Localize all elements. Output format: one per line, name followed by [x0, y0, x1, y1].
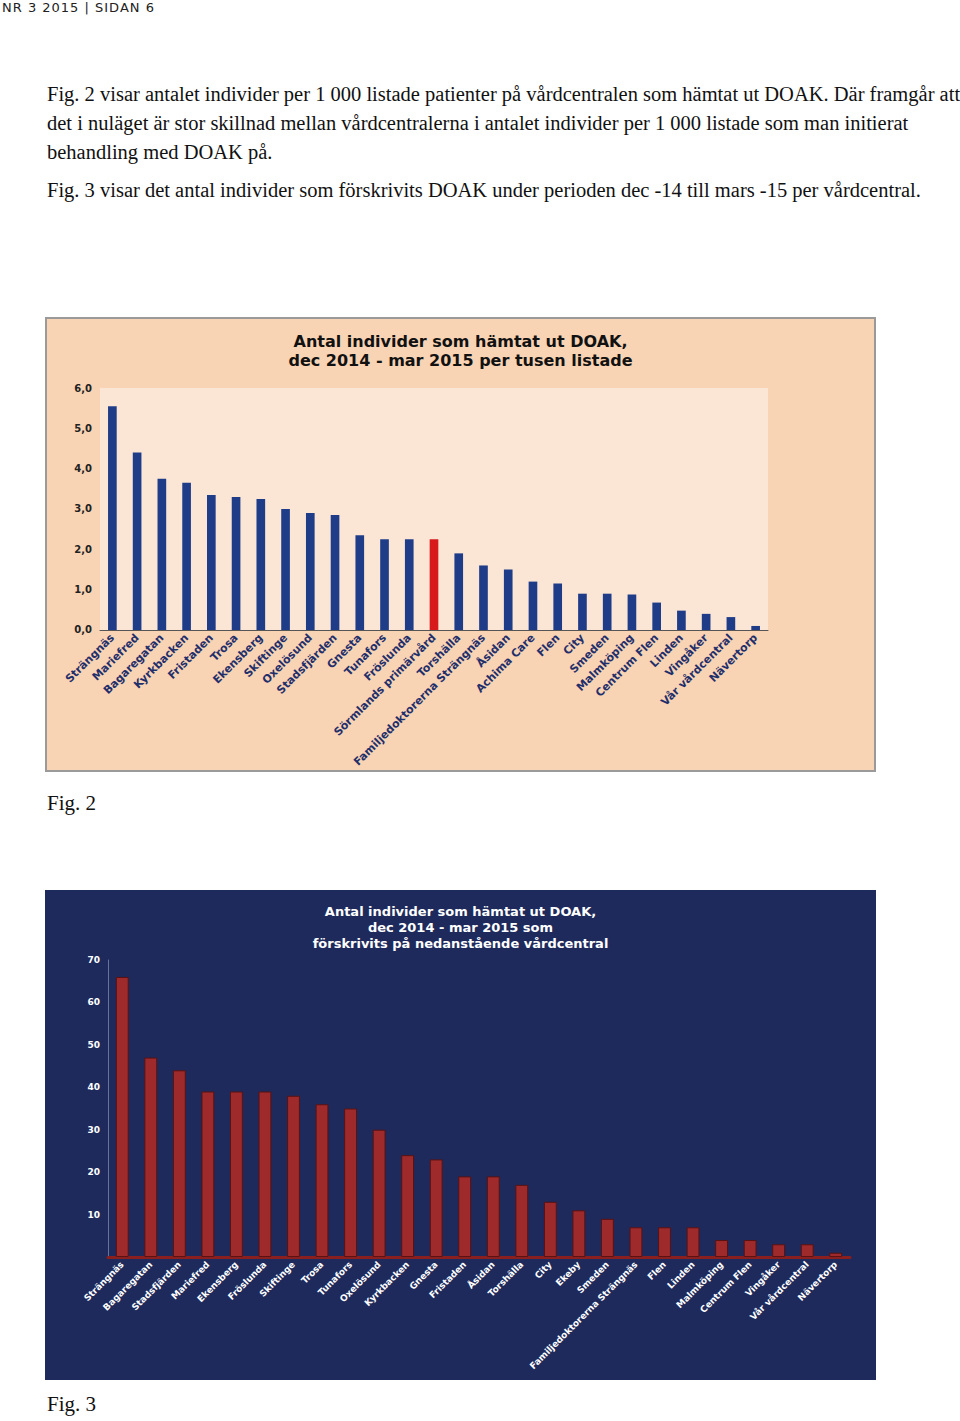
svg-text:Tunafors: Tunafors	[316, 1259, 355, 1298]
svg-text:Skiftinge: Skiftinge	[241, 631, 291, 681]
svg-text:4,0: 4,0	[74, 463, 92, 474]
svg-text:Fristaden: Fristaden	[165, 631, 216, 682]
svg-text:Smeden: Smeden	[575, 1259, 611, 1296]
svg-text:Åsidan: Åsidan	[474, 631, 513, 671]
svg-text:30: 30	[87, 1125, 100, 1135]
svg-text:Trosa: Trosa	[208, 631, 241, 665]
svg-text:Vår vårdcentral: Vår vårdcentral	[748, 1259, 811, 1323]
svg-text:Strängnäs: Strängnäs	[82, 1259, 126, 1304]
svg-text:5,0: 5,0	[74, 423, 92, 434]
svg-text:Kyrkbacken: Kyrkbacken	[131, 631, 192, 692]
svg-text:Vingåker: Vingåker	[662, 631, 711, 680]
svg-text:Oxelösund: Oxelösund	[337, 1259, 383, 1305]
svg-text:2,0: 2,0	[74, 544, 92, 555]
svg-text:6,0: 6,0	[74, 383, 92, 394]
svg-text:Bagaregatan: Bagaregatan	[100, 631, 167, 697]
svg-text:Stadsfjärden: Stadsfjärden	[130, 1259, 183, 1312]
svg-text:Torshälla: Torshälla	[414, 631, 464, 680]
svg-text:Nävertorp: Nävertorp	[707, 631, 761, 685]
svg-text:Ekensberg: Ekensberg	[210, 631, 266, 687]
svg-text:Ekeby: Ekeby	[554, 1259, 583, 1288]
svg-text:Smeden: Smeden	[567, 631, 612, 676]
svg-text:Strängnäs: Strängnäs	[62, 631, 117, 686]
svg-text:Skiftinge: Skiftinge	[258, 1259, 297, 1298]
svg-text:Trosa: Trosa	[299, 1259, 325, 1285]
svg-text:dec 2014 - mar 2015 som: dec 2014 - mar 2015 som	[368, 920, 553, 935]
svg-text:Fröslunda: Fröslunda	[361, 631, 414, 684]
svg-text:Sörmlands primärvård: Sörmlands primärvård	[331, 631, 438, 738]
svg-text:Bagaregatan: Bagaregatan	[101, 1259, 154, 1312]
svg-text:Vingåker: Vingåker	[743, 1259, 783, 1299]
svg-text:Stadsfjärden: Stadsfjärden	[274, 631, 340, 697]
svg-text:Åsidan: Åsidan	[465, 1259, 497, 1291]
svg-text:dec 2014 - mar 2015 per tusen: dec 2014 - mar 2015 per tusen listade	[288, 351, 632, 370]
svg-text:Fröslunda: Fröslunda	[226, 1259, 269, 1302]
svg-text:Ekensberg: Ekensberg	[195, 1259, 240, 1305]
svg-text:Kyrkbacken: Kyrkbacken	[363, 1259, 412, 1308]
svg-text:Flen: Flen	[646, 1259, 668, 1281]
svg-text:0,0: 0,0	[74, 624, 92, 635]
svg-text:Tunafors: Tunafors	[342, 631, 390, 679]
svg-text:Centrum Flen: Centrum Flen	[698, 1259, 753, 1314]
svg-text:60: 60	[87, 997, 100, 1007]
svg-text:Antal individer som hämtat ut: Antal individer som hämtat ut DOAK,	[294, 332, 628, 351]
svg-text:Malmköping: Malmköping	[574, 631, 637, 694]
svg-text:Flen: Flen	[534, 631, 562, 659]
svg-text:Gnesta: Gnesta	[407, 1259, 440, 1292]
html-text:Fig. 3 visar det antal individ: Fig. 3 visar det antal individer som för…	[47, 179, 921, 201]
svg-text:3,0: 3,0	[74, 503, 92, 514]
svg-text:City: City	[560, 631, 587, 658]
html-text:NR 3 2015 | SIDAN 6: NR 3 2015 | SIDAN 6	[2, 0, 155, 15]
svg-text:Fristaden: Fristaden	[427, 1259, 468, 1300]
svg-text:10: 10	[87, 1210, 100, 1220]
svg-text:Gnesta: Gnesta	[324, 631, 365, 672]
svg-text:Mariefred: Mariefred	[89, 631, 142, 684]
svg-text:Familjedoktorerna Strängnäs: Familjedoktorerna Strängnäs	[528, 1259, 640, 1371]
svg-text:Linden: Linden	[647, 631, 686, 671]
svg-text:1,0: 1,0	[74, 584, 92, 595]
svg-text:Vår vårdcentral: Vår vårdcentral	[658, 631, 736, 709]
svg-text:Malmköping: Malmköping	[674, 1259, 726, 1311]
html-text:Fig. 2: Fig. 2	[47, 791, 96, 815]
svg-text:Familjedoktorerna Strängnäs: Familjedoktorerna Strängnäs	[351, 631, 488, 768]
svg-text:20: 20	[87, 1167, 100, 1177]
svg-text:Linden: Linden	[665, 1259, 697, 1291]
svg-text:50: 50	[87, 1040, 100, 1050]
svg-text:Centrum Flen: Centrum Flen	[592, 631, 662, 700]
svg-text:Nävertorp: Nävertorp	[796, 1259, 840, 1303]
html-text:Fig. 3: Fig. 3	[47, 1392, 96, 1416]
svg-text:Antal individer som hämtat ut: Antal individer som hämtat ut DOAK,	[325, 904, 596, 919]
svg-text:70: 70	[87, 955, 100, 965]
svg-text:City: City	[533, 1259, 554, 1280]
html-text:Fig. 2 visar antalet individer: Fig. 2 visar antalet individer per 1 000…	[47, 83, 960, 163]
svg-text:Achima Care: Achima Care	[473, 631, 537, 695]
svg-text:Torshälla: Torshälla	[486, 1259, 525, 1298]
svg-text:40: 40	[87, 1082, 100, 1092]
svg-text:Mariefred: Mariefred	[169, 1259, 212, 1302]
svg-text:förskrivits på nedanstående vå: förskrivits på nedanstående vårdcentral	[313, 936, 609, 951]
svg-text:Oxelösund: Oxelösund	[259, 631, 315, 687]
